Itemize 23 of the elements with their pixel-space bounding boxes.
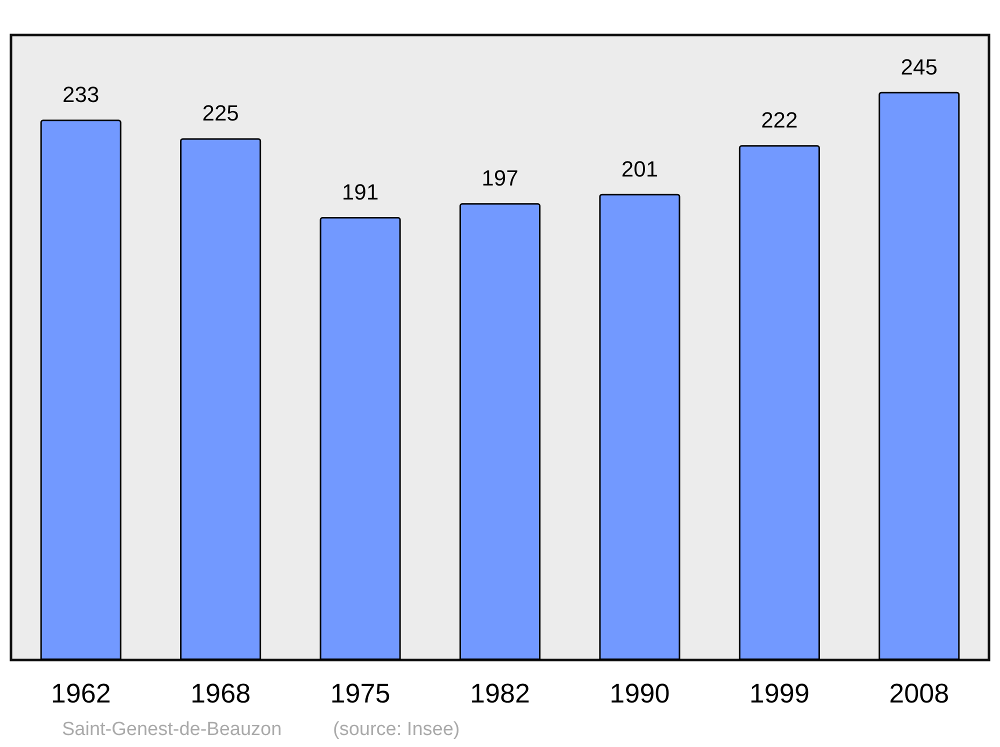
- bar: [738, 145, 820, 660]
- bar: [40, 120, 122, 660]
- bar: [180, 138, 262, 660]
- text: (source: Insee): [333, 719, 460, 740]
- data-label: 245: [900, 54, 938, 80]
- bar: [599, 194, 680, 660]
- bar: [459, 203, 541, 660]
- x-tick-label: 1962: [50, 678, 111, 708]
- x-tick-label: 1975: [330, 678, 390, 708]
- x-tick-label: 1999: [749, 678, 810, 708]
- data-label: 233: [62, 82, 100, 108]
- x-tick-label: 1968: [190, 678, 251, 708]
- x-tick-label: 2008: [889, 678, 950, 708]
- data-label: 225: [202, 100, 239, 126]
- data-label: 201: [621, 156, 658, 182]
- bar: [878, 92, 960, 660]
- data-label: 197: [482, 166, 518, 191]
- x-tick-label: 1982: [470, 678, 530, 708]
- bar: [320, 217, 401, 660]
- text: Saint-Genest-de-Beauzon: [62, 719, 282, 740]
- data-label: 222: [761, 108, 798, 133]
- x-tick-label: 1990: [610, 678, 670, 708]
- data-label: 191: [342, 180, 379, 205]
